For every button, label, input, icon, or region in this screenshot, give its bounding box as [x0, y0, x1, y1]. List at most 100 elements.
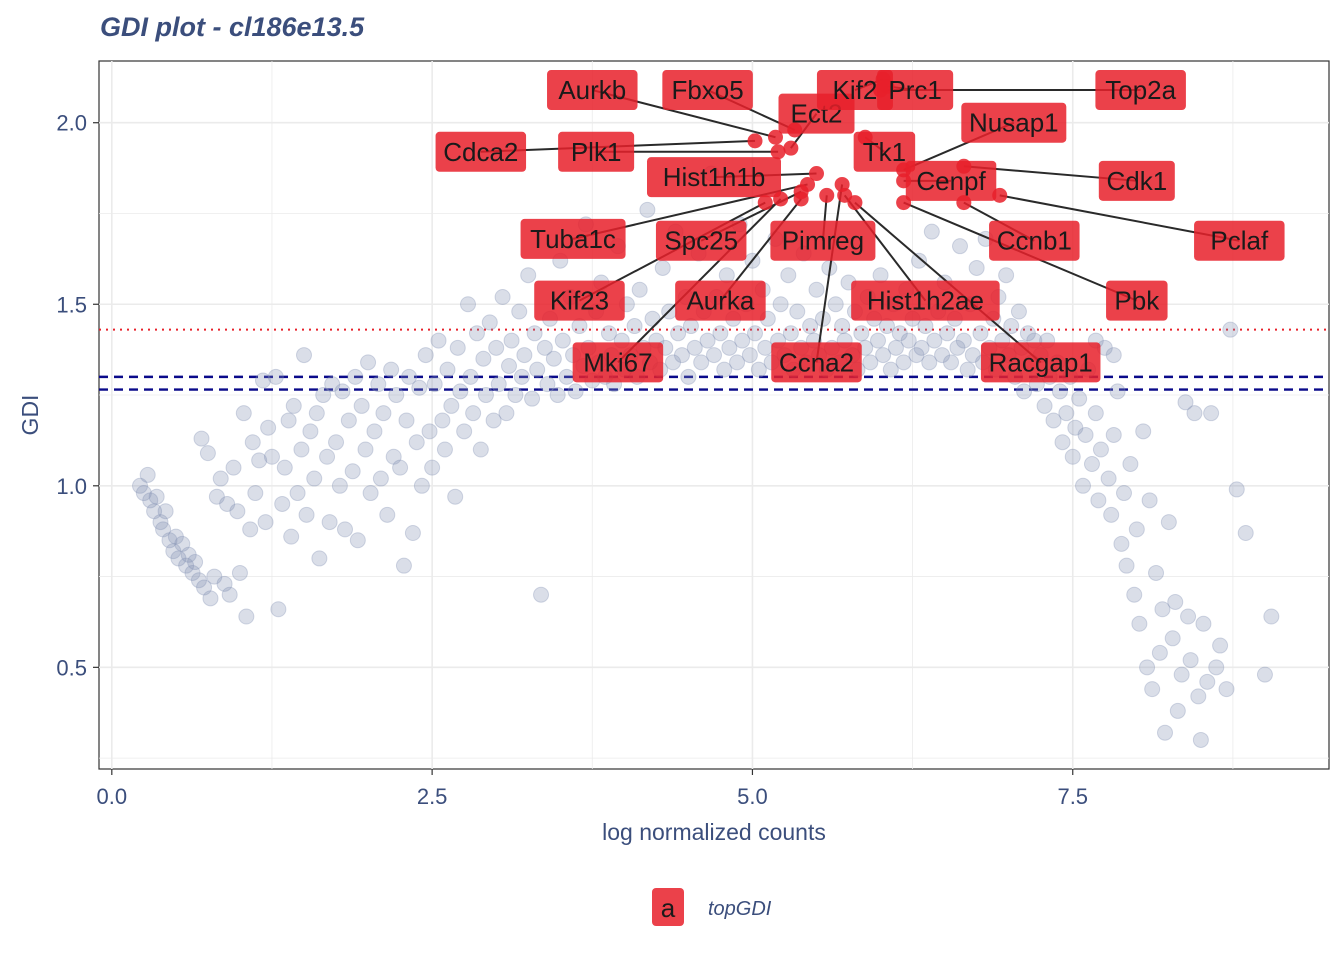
gene-point [923, 223, 940, 240]
gene-point [721, 339, 738, 356]
gene-point [370, 376, 387, 393]
y-tick-label: 2.0 [56, 111, 87, 136]
gene-point [383, 361, 400, 378]
top-gdi-point [768, 129, 783, 145]
gene-label-box [675, 280, 766, 321]
gene-point [494, 289, 511, 305]
gene-point [673, 347, 690, 364]
gene-label-box [980, 342, 1101, 383]
gene-point [340, 412, 357, 429]
gene-point [567, 383, 584, 400]
gene-label-text: Kif2 [833, 75, 878, 105]
gene-point [235, 405, 252, 422]
gene-point [1045, 412, 1062, 429]
reference-lines [99, 328, 1329, 391]
gene-point [1087, 405, 1104, 422]
gene-point [734, 332, 751, 349]
gene-point [1167, 593, 1184, 610]
gene-point [306, 470, 323, 487]
gene-point [834, 318, 851, 335]
y-tick-label: 1.5 [56, 292, 87, 317]
gene-label: Fbxo5 [662, 70, 753, 111]
gene-point [511, 303, 528, 320]
gene-point [741, 347, 758, 364]
gene-point [460, 296, 476, 313]
gene-point [319, 448, 336, 465]
x-axis-label: log normalized counts [602, 819, 826, 845]
gene-point [1164, 630, 1181, 647]
gene-label: Nusap1 [961, 102, 1067, 143]
top-gdi-point [809, 166, 824, 182]
gene-point [501, 357, 517, 374]
gene-label-text: Fbxo5 [671, 75, 743, 105]
gene-label-box [1098, 160, 1175, 201]
legend: a topGDI [652, 888, 772, 926]
gene-point [439, 361, 456, 378]
gene-point [465, 405, 482, 422]
gene-point [349, 532, 366, 549]
gene-point [196, 579, 213, 596]
gene-label: Prc1 [877, 70, 954, 111]
gene-point [353, 397, 370, 414]
gene-point [1058, 405, 1075, 422]
gene-label-text: Hist1h2ae [867, 286, 984, 316]
gene-label: Hist1h2ae [851, 280, 1000, 321]
gene-point [1092, 441, 1109, 458]
gene-point [539, 376, 556, 393]
gene-label: Cdca2 [435, 131, 527, 172]
gene-point [289, 485, 306, 502]
gene-point [321, 514, 338, 531]
gene-point [447, 488, 464, 505]
gene-label-box [1194, 220, 1285, 261]
gene-point [875, 347, 892, 364]
gene-point [526, 325, 543, 342]
top-gdi-point [757, 195, 773, 211]
gene-point [1128, 521, 1145, 538]
gene-point [750, 361, 767, 378]
gene-label: Cenpf [905, 160, 997, 201]
gene-point [870, 332, 886, 349]
gene-point [1100, 470, 1117, 487]
gene-point [135, 485, 152, 502]
gene-point [1054, 434, 1071, 451]
gene-point [1003, 318, 1020, 335]
gene-point [780, 267, 797, 284]
gene-point [255, 372, 271, 389]
x-tick-label: 5.0 [737, 784, 768, 809]
gene-point [212, 470, 229, 487]
gene-label: Hist1h1b [647, 157, 781, 198]
gene-point [362, 485, 379, 502]
gene-point [190, 572, 207, 589]
gene-point [964, 347, 981, 364]
gene-label: Kif2 [816, 70, 893, 111]
gene-label-box [435, 131, 527, 172]
gene-point [1237, 525, 1254, 541]
gene-point [1182, 652, 1199, 669]
gene-point [472, 441, 489, 458]
gene-point [157, 503, 174, 520]
gene-label: Top2a [1095, 70, 1186, 111]
gene-label: Pbk [1106, 280, 1168, 321]
gene-point [1036, 397, 1053, 414]
gene-label-box [655, 220, 747, 261]
gene-label: Tuba1c [520, 218, 626, 259]
gene-point [360, 354, 377, 371]
gene-point [328, 434, 345, 451]
gene-point [1105, 426, 1122, 443]
gene-point [1180, 608, 1197, 625]
gene-point [1064, 448, 1081, 465]
gene-point [347, 368, 364, 385]
gene-point [1083, 456, 1100, 473]
gene-point [1103, 506, 1120, 523]
top-gdi-point [793, 191, 809, 207]
top-gdi-point [770, 144, 786, 160]
gene-point [1263, 608, 1280, 625]
gene-label-text: Tuba1c [530, 224, 616, 254]
gene-point [513, 368, 530, 385]
gene-point [170, 550, 187, 567]
x-axis-ticks: 0.0 2.5 5.0 7.5 [97, 769, 1088, 809]
gene-point [231, 564, 248, 581]
gene-point [1141, 492, 1158, 509]
gene-label-box [520, 218, 626, 259]
gene-label-text: Top2a [1105, 75, 1176, 105]
